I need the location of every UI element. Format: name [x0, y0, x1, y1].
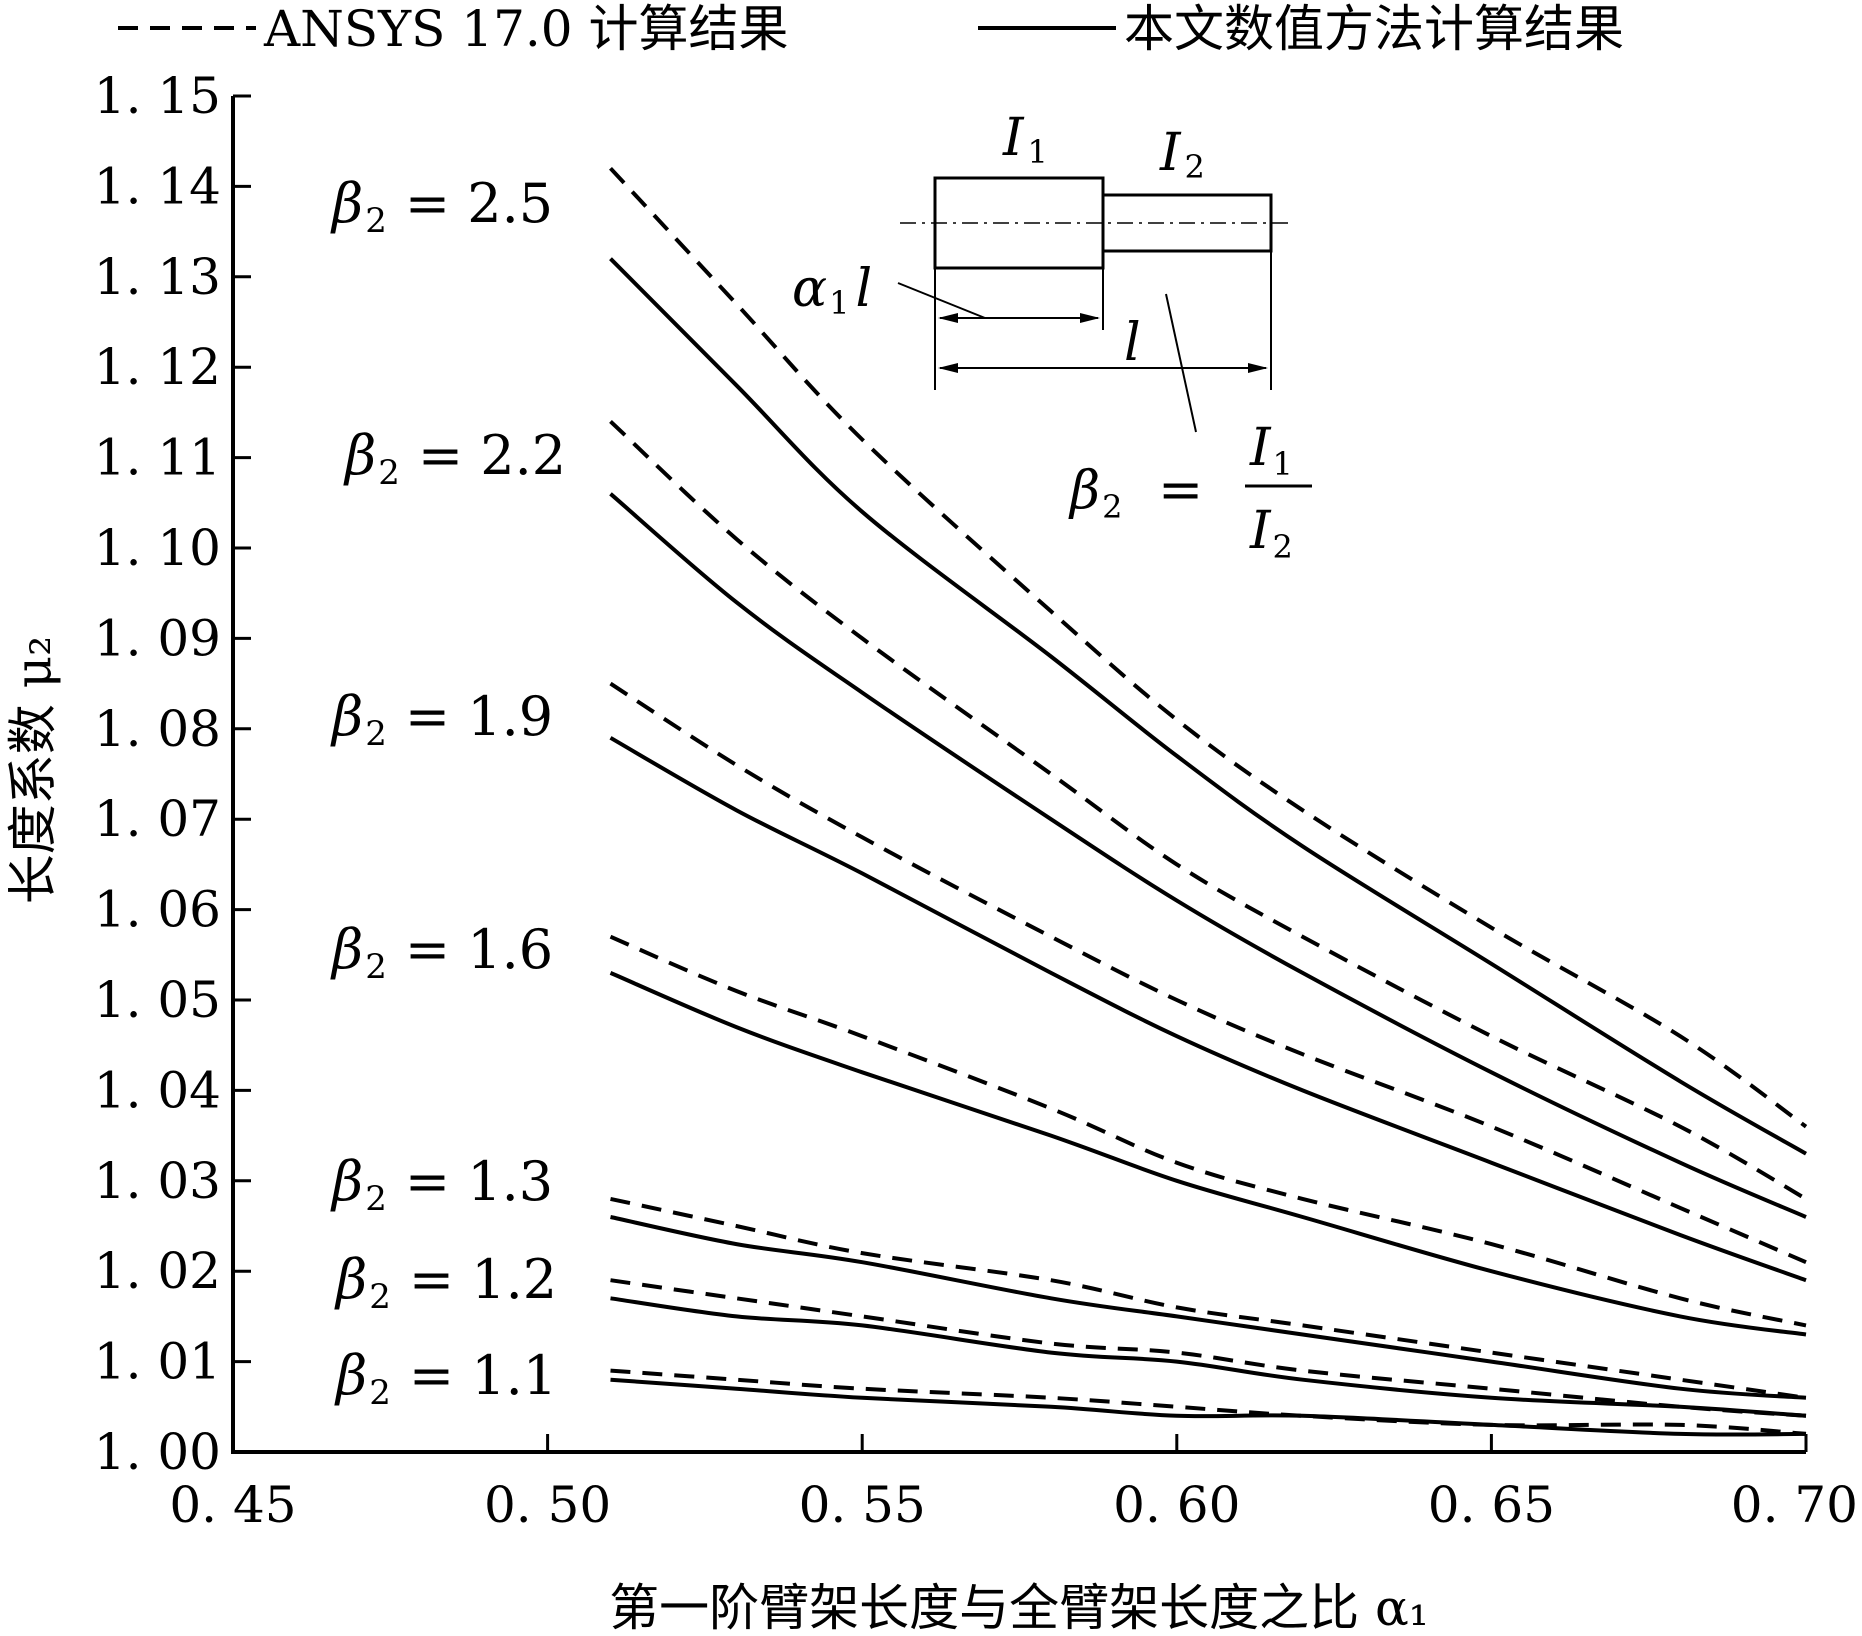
y-tick-label: 1. 05 [94, 971, 221, 1029]
series-numerical-beta-12 [610, 1296, 1807, 1418]
axes [231, 96, 1806, 1454]
beta-label-4: β2 = 1.3 [330, 1150, 553, 1219]
series-numerical-beta-19 [609, 736, 1807, 1283]
series-group [609, 166, 1808, 1437]
series-numerical-beta-13 [610, 1215, 1807, 1400]
inset-alpha-leader [897, 282, 986, 319]
x-ticks: 0. 45 0. 50 0. 55 0. 60 0. 65 0. 70 [169, 1434, 1858, 1534]
inset-dim-l-arrow-left [938, 363, 958, 373]
series-ansys-beta-13 [610, 1196, 1807, 1400]
inset-dim-l-arrow-right [1248, 363, 1268, 373]
y-tick-label: 1. 04 [94, 1061, 221, 1119]
x-tick-label: 0. 55 [799, 1476, 926, 1534]
inset-fraction-denominator: I2 [1249, 501, 1293, 566]
inset-beta-equals: = [1158, 458, 1203, 521]
series-numerical-beta-11 [610, 1377, 1807, 1437]
beta-label-6: β2 = 1.1 [334, 1344, 557, 1413]
x-tick-label: 0. 60 [1113, 1476, 1240, 1534]
inset-l-label: l [1124, 313, 1141, 373]
y-tick-label: 1. 15 [94, 67, 221, 125]
series-ansys-beta-25 [609, 166, 1808, 1129]
y-tick-label: 1. 03 [94, 1152, 221, 1210]
inset-beta-leader [1165, 293, 1197, 433]
y-tick-label: 1. 02 [94, 1242, 221, 1300]
inset-beta-label: β2 [1068, 461, 1122, 526]
beta-label-0: β2 = 2.5 [330, 172, 553, 241]
y-tick-label: 1. 01 [94, 1333, 221, 1391]
y-tick-label: 1. 06 [94, 881, 221, 939]
y-tick-label: 1. 11 [94, 429, 221, 487]
inset-segment-2 [1101, 193, 1273, 253]
inset-dim-alpha-arrow-right [1080, 313, 1100, 323]
beta-labels: β2 = 2.5 β2 = 2.2 β2 = 1.9 β2 = 1.6 β2 = 1.3 β2 = 1… [330, 172, 566, 1413]
x-tick-label: 0. 50 [484, 1476, 611, 1534]
series-numerical-beta-22 [609, 492, 1807, 1219]
y-axis-title: 长度系数 μ₂ [4, 636, 62, 904]
beta-label-1: β2 = 2.2 [343, 424, 566, 493]
inset-dim-alpha-arrow-left [938, 313, 958, 323]
inset-fraction-numerator: I1 [1249, 418, 1293, 483]
y-tick-label: 1. 07 [94, 790, 221, 848]
beta-label-5: β2 = 1.2 [334, 1248, 557, 1317]
y-tick-label: 1. 09 [94, 609, 221, 667]
inset-alpha-label: α1 l [792, 259, 872, 322]
legend-numerical-label: 本文数值方法计算结果 [1124, 0, 1624, 58]
legend: ANSYS 17.0 计算结果 本文数值方法计算结果 [118, 0, 1624, 58]
x-tick-label: 0. 45 [169, 1476, 296, 1534]
x-tick-label: 0. 70 [1731, 1476, 1858, 1534]
y-tick-label: 1. 10 [94, 519, 221, 577]
beta-label-2: β2 = 1.9 [330, 685, 553, 754]
series-numerical-beta-16 [609, 971, 1807, 1337]
series-numerical-beta-25 [609, 257, 1807, 1156]
series-ansys-beta-19 [609, 681, 1807, 1265]
beta-label-3: β2 = 1.6 [330, 918, 553, 987]
series-ansys-beta-16 [609, 934, 1807, 1328]
y-ticks: 1. 00 1. 01 1. 02 1. 03 1. 04 1. 05 1. 06 1. 07… [94, 67, 251, 1481]
y-tick-label: 1. 08 [94, 700, 221, 758]
y-tick-label: 1. 12 [94, 338, 221, 396]
series-ansys-beta-22 [609, 419, 1807, 1201]
y-tick-label: 1. 13 [94, 248, 221, 306]
y-tick-label: 1. 14 [94, 157, 221, 215]
x-tick-label: 0. 65 [1428, 1476, 1555, 1534]
series-ansys-beta-12 [610, 1278, 1807, 1418]
y-tick-label: 1. 00 [94, 1423, 221, 1481]
series-ansys-beta-11 [610, 1368, 1807, 1436]
x-axis-title: 第一阶臂架长度与全臂架长度之比 α₁ [609, 1579, 1429, 1636]
legend-ansys-label: ANSYS 17.0 计算结果 [263, 0, 789, 58]
